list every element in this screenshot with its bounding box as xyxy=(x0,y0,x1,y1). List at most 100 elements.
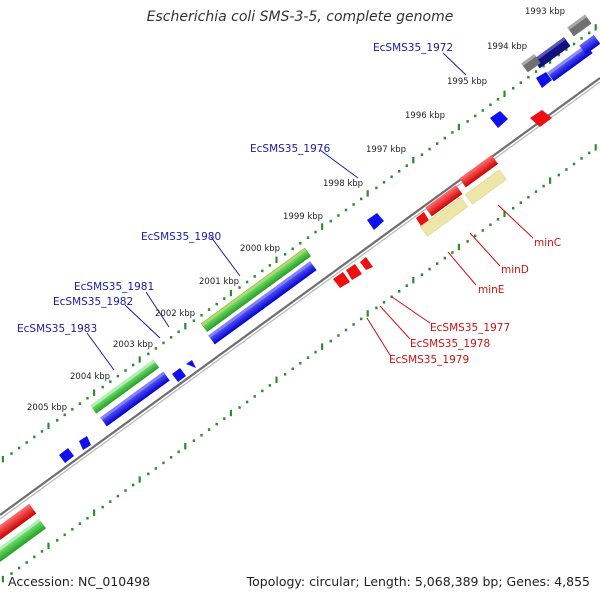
leader-minC xyxy=(497,204,534,239)
track-inner-dot xyxy=(321,343,324,350)
gene-label-EcSMS35_1981[interactable]: EcSMS35_1981 xyxy=(74,281,154,293)
track-outer-dot xyxy=(405,164,408,167)
kbp-label-1993: 1993 kbp xyxy=(525,7,565,17)
leader-1979 xyxy=(366,317,391,356)
track-inner-dot xyxy=(466,240,469,243)
track-outer-dot xyxy=(1,455,4,463)
gene-label-EcSMS35_1983[interactable]: EcSMS35_1983 xyxy=(17,323,97,335)
track-outer-dot xyxy=(329,219,332,223)
track-inner-dot xyxy=(451,251,454,254)
gene-label-EcSMS35_1976[interactable]: EcSMS35_1976 xyxy=(250,143,330,155)
track-inner-dot xyxy=(56,539,59,542)
track-outer-dot xyxy=(124,369,127,372)
track-inner-dot xyxy=(261,389,264,393)
track-inner-dot xyxy=(588,151,591,155)
gene-labels-reverse: minC minD minE EcSMS35_1977 EcSMS35_1978… xyxy=(389,237,561,366)
track-outer-dot xyxy=(184,323,187,330)
track-outer-dot xyxy=(56,419,59,422)
track-inner-dot xyxy=(481,229,484,232)
label-leader-lines xyxy=(86,52,534,371)
track-outer-dot xyxy=(283,253,287,256)
track-inner-dot xyxy=(382,301,386,304)
track-inner-dot xyxy=(534,190,538,193)
track-inner-dot xyxy=(519,201,522,204)
gene-block-red-bottom xyxy=(0,503,37,545)
track-outer-dot xyxy=(138,356,141,363)
track-inner-dot xyxy=(101,505,104,509)
small-gene-arrow-1 xyxy=(536,72,552,88)
track-inner-dot xyxy=(33,555,36,559)
track-outer-dot xyxy=(457,123,460,131)
track-inner-dot xyxy=(405,284,408,287)
track-inner-dot xyxy=(283,373,287,376)
track-inner-dot xyxy=(557,173,560,177)
track-outer-dot xyxy=(253,275,256,278)
gene-label-EcSMS35_1979[interactable]: EcSMS35_1979 xyxy=(389,354,469,366)
track-inner-dot xyxy=(162,461,165,465)
gene-label-EcSMS35_1977[interactable]: EcSMS35_1977 xyxy=(430,322,510,334)
gene-label-EcSMS35_1982[interactable]: EcSMS35_1982 xyxy=(53,296,133,308)
leader-minD xyxy=(469,232,501,267)
track-inner-dot xyxy=(138,476,141,483)
track-outer-dot xyxy=(109,380,112,383)
gene-label-minE[interactable]: minE xyxy=(478,284,504,296)
map-title: Escherichia coli SMS-3-5, complete genom… xyxy=(146,9,454,25)
leader-1980 xyxy=(210,236,241,277)
track-inner-dot xyxy=(512,206,515,210)
gene-arrow-red-1977 xyxy=(333,272,350,288)
track-inner-dot xyxy=(314,350,317,354)
small-gene-arrow-4 xyxy=(172,368,186,382)
gene-label-EcSMS35_1980[interactable]: EcSMS35_1980 xyxy=(141,231,221,243)
gene-block-red-min-1 xyxy=(459,154,499,188)
track-outer-dot xyxy=(557,53,560,57)
track-outer-dot xyxy=(162,341,165,345)
accession-text: Accession: NC_010498 xyxy=(8,574,151,589)
track-outer-dot xyxy=(321,223,324,230)
gene-label-minC[interactable]: minC xyxy=(534,237,561,249)
small-gene-arrow-6 xyxy=(59,448,74,463)
track-inner-dot xyxy=(25,561,28,564)
track-inner-dot xyxy=(131,483,135,487)
track-outer-dot xyxy=(63,413,66,417)
track-inner-dot xyxy=(109,500,112,503)
kbp-label-2000: 2000 kbp xyxy=(240,244,280,254)
track-inner-dot xyxy=(275,376,278,383)
gene-block-green-bottom xyxy=(0,518,46,567)
track-outer-dot xyxy=(215,302,218,306)
track-outer-dot xyxy=(275,256,278,263)
track-outer-dot xyxy=(33,435,36,439)
track-inner-dot xyxy=(542,184,545,188)
track-outer-dot xyxy=(299,241,302,245)
leader-1983 xyxy=(86,332,115,371)
gene-label-minD[interactable]: minD xyxy=(501,264,529,276)
track-outer-dot xyxy=(436,142,439,145)
track-outer-dot xyxy=(268,264,272,267)
gene-block-red-min-2 xyxy=(425,185,463,217)
track-outer-dot xyxy=(154,347,158,350)
position-tracks xyxy=(1,24,597,583)
track-inner-dot xyxy=(253,395,256,398)
kbp-label-1995: 1995 kbp xyxy=(447,77,487,87)
gene-arrow-red-1978 xyxy=(346,264,362,280)
gene-block-green-left xyxy=(90,359,160,414)
kbp-labels: 1993 kbp 1994 kbp 1995 kbp 1996 kbp 1997… xyxy=(27,7,565,413)
small-gene-arrow-3 xyxy=(367,213,384,230)
kbp-label-1996: 1996 kbp xyxy=(405,111,445,121)
track-outer-dot xyxy=(443,136,446,140)
track-outer-dot xyxy=(481,109,484,112)
gene-label-EcSMS35_1978[interactable]: EcSMS35_1978 xyxy=(410,338,490,350)
track-inner-dot xyxy=(344,328,348,332)
gene-block-blue-top-edge xyxy=(579,34,600,55)
track-outer-dot xyxy=(192,319,196,322)
track-outer-dot xyxy=(572,42,576,46)
kbp-label-2004: 2004 kbp xyxy=(70,372,110,382)
gene-block-grey-top-1 xyxy=(521,54,541,73)
summary-text: Topology: circular; Length: 5,068,389 bp… xyxy=(246,574,590,589)
track-inner-dot xyxy=(443,256,446,260)
kbp-label-2005: 2005 kbp xyxy=(27,403,67,413)
track-inner-dot xyxy=(86,516,89,520)
track-inner-dot xyxy=(565,168,568,171)
track-inner-dot xyxy=(238,406,241,409)
track-outer-dot xyxy=(398,170,401,173)
gene-label-EcSMS35_1972[interactable]: EcSMS35_1972 xyxy=(373,42,453,54)
